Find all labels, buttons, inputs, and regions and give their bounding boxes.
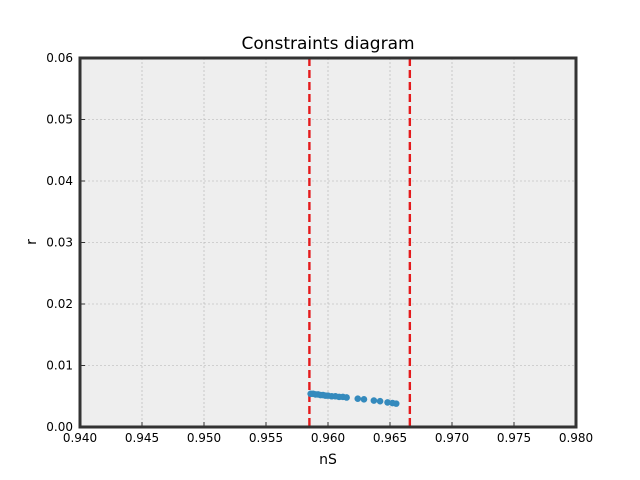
x-tick-label: 0.955 xyxy=(249,431,283,445)
ticks-layer: 0.940 0.945 0.950 0.955 0.960 0.965 0.970 0.975… xyxy=(46,51,593,445)
y-tick-label: 0.02 xyxy=(46,297,73,311)
chart-title: Constraints diagram xyxy=(241,34,414,54)
x-tick-label: 0.975 xyxy=(497,431,531,445)
scatter-point xyxy=(376,397,384,405)
y-tick-label: 0.03 xyxy=(46,236,73,250)
grid-layer xyxy=(80,58,576,427)
y-tick-label: 0.04 xyxy=(46,174,73,188)
y-axis-label: r xyxy=(24,239,40,245)
scatter-point xyxy=(343,394,350,401)
x-tick-label: 0.945 xyxy=(125,431,159,445)
vertical-lines-layer xyxy=(308,58,412,427)
x-tick-label: 0.965 xyxy=(373,431,407,445)
scatter-point xyxy=(392,400,400,407)
x-axis-label: nS xyxy=(319,452,337,468)
y-tick-label: 0.06 xyxy=(46,51,73,65)
scatter-point xyxy=(384,399,391,406)
y-tick-label: 0.01 xyxy=(46,359,73,373)
scatter-point xyxy=(360,396,368,403)
y-tick-label: 0.05 xyxy=(46,113,73,127)
x-tick-label: 0.940 xyxy=(63,431,97,445)
x-tick-label: 0.960 xyxy=(311,431,345,445)
y-tick-label: 0.00 xyxy=(46,420,73,434)
x-tick-label: 0.970 xyxy=(435,431,469,445)
scatter-point xyxy=(370,397,378,404)
scatter-point xyxy=(354,395,362,403)
x-tick-label: 0.950 xyxy=(187,431,221,445)
points-layer xyxy=(307,390,400,407)
x-tick-label: 0.980 xyxy=(559,431,593,445)
